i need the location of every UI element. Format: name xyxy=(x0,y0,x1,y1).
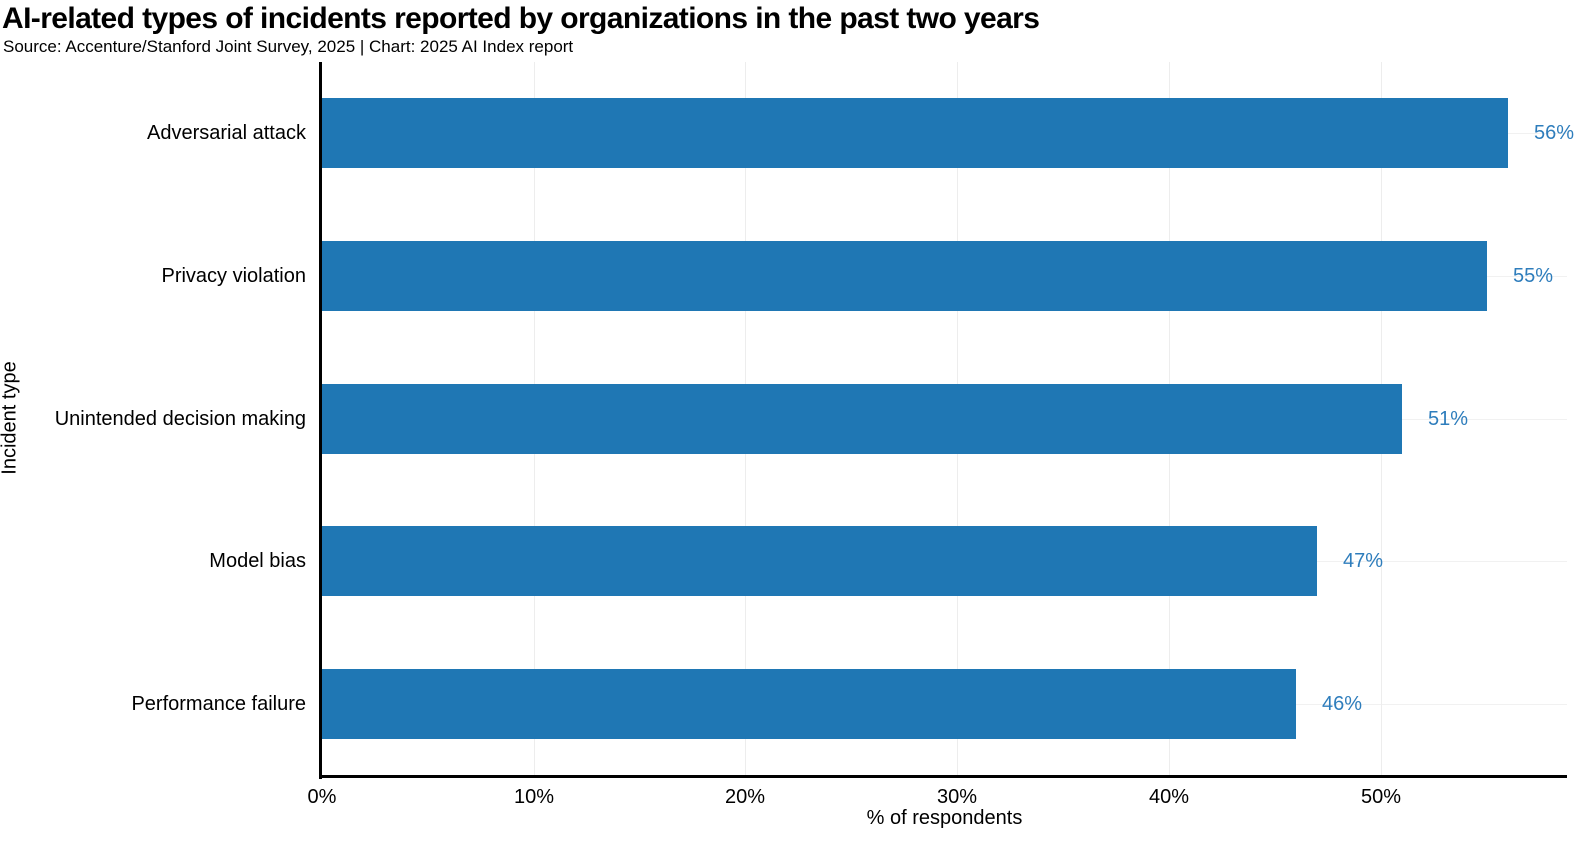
x-axis-line xyxy=(319,775,1567,778)
bar-privacy-violation xyxy=(322,241,1487,311)
x-tick-label: 30% xyxy=(936,786,978,808)
bar-adversarial-attack xyxy=(322,98,1508,168)
category-label-model-bias: Model bias xyxy=(209,550,306,572)
x-axis-title: % of respondents xyxy=(866,807,1023,829)
chart-title: AI-related types of incidents reported b… xyxy=(2,2,1040,35)
bar-performance-failure xyxy=(322,669,1296,739)
category-label-adversarial-attack: Adversarial attack xyxy=(147,122,306,144)
y-axis-line xyxy=(319,62,322,779)
bar-value-label: 47% xyxy=(1343,550,1384,572)
category-label-unintended-decision-making: Unintended decision making xyxy=(54,408,306,430)
category-label-privacy-violation: Privacy violation xyxy=(161,265,306,287)
bar-value-label: 46% xyxy=(1322,693,1363,715)
x-tick-label: 20% xyxy=(724,786,766,808)
bar-model-bias xyxy=(322,526,1317,596)
plot-area: 56% 55% 51% 47% 46% xyxy=(322,62,1574,775)
bar-value-label: 56% xyxy=(1534,122,1575,144)
category-label-performance-failure: Performance failure xyxy=(131,693,306,715)
x-tick-label: 50% xyxy=(1360,786,1402,808)
x-tick-label: 40% xyxy=(1148,786,1190,808)
bar-value-label: 51% xyxy=(1428,408,1469,430)
x-tick-label: 0% xyxy=(307,786,337,808)
bar-value-label: 55% xyxy=(1513,265,1554,287)
bar-unintended-decision-making xyxy=(322,384,1402,454)
x-tick-label: 10% xyxy=(513,786,555,808)
chart-source: Source: Accenture/Stanford Joint Survey,… xyxy=(3,37,574,56)
